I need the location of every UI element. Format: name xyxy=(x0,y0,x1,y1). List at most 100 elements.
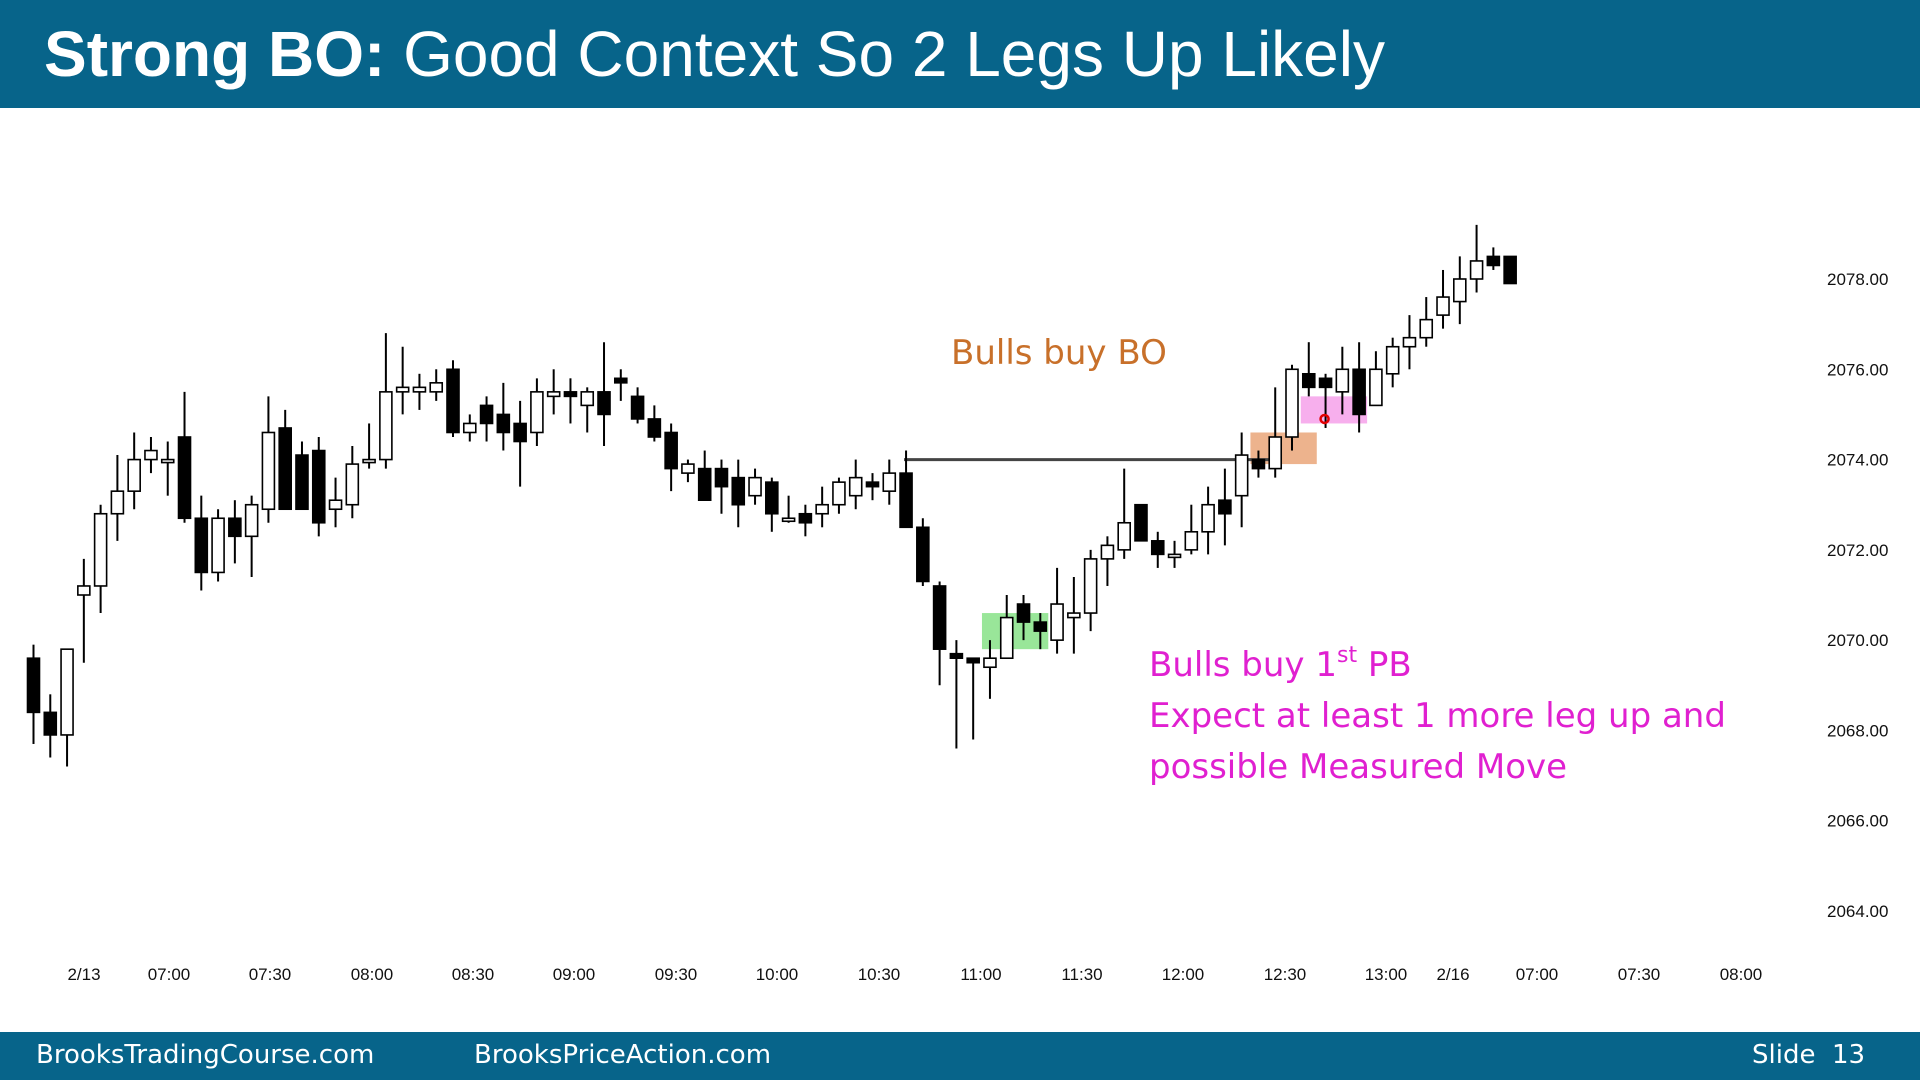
candle-body xyxy=(613,377,628,384)
price-bars xyxy=(26,224,1517,767)
candle xyxy=(194,495,209,591)
candle-body xyxy=(43,711,58,736)
candle-body xyxy=(177,436,192,520)
candle-body xyxy=(77,585,91,596)
candle-body xyxy=(647,418,662,438)
y-tick-label: 2076.00 xyxy=(1827,360,1888,379)
candle xyxy=(1033,613,1048,650)
candle xyxy=(1150,531,1165,568)
candle-body xyxy=(1251,458,1266,470)
candle xyxy=(647,405,662,442)
candle xyxy=(949,640,964,749)
candle-body xyxy=(1167,553,1182,559)
candle xyxy=(26,644,41,744)
candle xyxy=(1503,255,1517,285)
candle-body xyxy=(882,472,897,492)
candle-body xyxy=(244,503,259,538)
x-tick-label: 07:30 xyxy=(1618,965,1661,984)
candle xyxy=(882,459,897,505)
annotation-superscript: st xyxy=(1337,643,1357,668)
candle-body xyxy=(748,476,762,497)
candle-body xyxy=(379,391,393,461)
candle-body xyxy=(697,467,712,502)
candle-body xyxy=(144,449,158,461)
candle xyxy=(496,382,511,451)
candle xyxy=(228,500,242,564)
x-axis: 2/13 07:00 07:30 08:00 08:30 09:00 09:30 10:00 1… xyxy=(67,965,1762,984)
candle-body xyxy=(1285,368,1299,438)
candle-body xyxy=(714,467,729,488)
candle-body xyxy=(1083,558,1098,614)
candle-body xyxy=(1100,544,1115,560)
footer-bar: BrooksTradingCourse.com BrooksPriceActio… xyxy=(0,1032,1920,1080)
candle xyxy=(1117,468,1131,559)
candle-body xyxy=(110,490,125,515)
candle xyxy=(781,495,796,523)
candle xyxy=(1201,486,1215,555)
pullback-marker xyxy=(1319,413,1330,425)
candlestick-chart: 2064.00 2066.00 2068.00 2070.00 2072.00 2074.… xyxy=(26,224,1888,984)
candle xyxy=(815,486,829,528)
candle-body xyxy=(1469,260,1484,280)
x-tick-label: 11:30 xyxy=(1061,965,1102,984)
candle xyxy=(765,477,779,532)
candle xyxy=(446,360,460,437)
candle-body xyxy=(412,386,427,393)
candle xyxy=(311,437,326,537)
candle-body xyxy=(1352,368,1366,416)
candle xyxy=(1385,337,1400,388)
candle xyxy=(93,504,108,614)
candle-body xyxy=(832,481,846,506)
candle xyxy=(1318,373,1333,428)
candle xyxy=(1352,342,1366,433)
x-tick-label: 2/16 xyxy=(1436,965,1469,984)
candle-body xyxy=(479,404,494,425)
candle xyxy=(412,373,427,410)
candle-body xyxy=(949,652,964,660)
x-tick-label: 10:30 xyxy=(858,965,901,984)
candle xyxy=(60,648,74,767)
candle-body xyxy=(261,431,276,511)
candle xyxy=(278,409,293,511)
x-tick-label: 13:00 xyxy=(1365,965,1408,984)
candle-body xyxy=(664,431,678,470)
candle-body xyxy=(932,585,947,650)
candle xyxy=(244,495,259,577)
candle xyxy=(714,459,729,514)
candle xyxy=(1167,540,1182,568)
candle xyxy=(681,459,695,483)
candle-body xyxy=(1503,255,1517,285)
candle xyxy=(1016,595,1031,641)
candle-body xyxy=(983,657,997,669)
annotation-bulls-buy-bo: Bulls buy BO xyxy=(951,333,1167,373)
candle-body xyxy=(1234,454,1249,497)
x-tick-label: 08:00 xyxy=(351,965,394,984)
x-tick-label: 11:00 xyxy=(960,965,1001,984)
candle-body xyxy=(1419,318,1434,339)
candle-body xyxy=(1436,296,1450,316)
candle-body xyxy=(60,648,74,736)
candle-body xyxy=(194,517,209,574)
candle-body xyxy=(597,391,611,416)
candle-body xyxy=(999,616,1014,659)
candle-body xyxy=(513,422,527,443)
candle xyxy=(362,423,376,469)
candle-body xyxy=(328,499,343,511)
candle xyxy=(177,391,192,523)
candle xyxy=(916,518,930,586)
candle xyxy=(1083,549,1098,632)
candle xyxy=(546,369,561,415)
candle xyxy=(295,441,309,511)
candle xyxy=(848,459,863,510)
candle xyxy=(580,387,595,433)
candle-body xyxy=(311,449,326,524)
candle xyxy=(999,595,1014,659)
candle-body xyxy=(848,476,863,497)
candle xyxy=(832,477,846,514)
annotation-text: Bulls buy 1 xyxy=(1149,645,1337,685)
candle-body xyxy=(815,503,829,515)
candle xyxy=(1369,351,1383,407)
candle-body xyxy=(446,368,460,434)
candle xyxy=(379,333,393,469)
candle-body xyxy=(580,391,595,407)
